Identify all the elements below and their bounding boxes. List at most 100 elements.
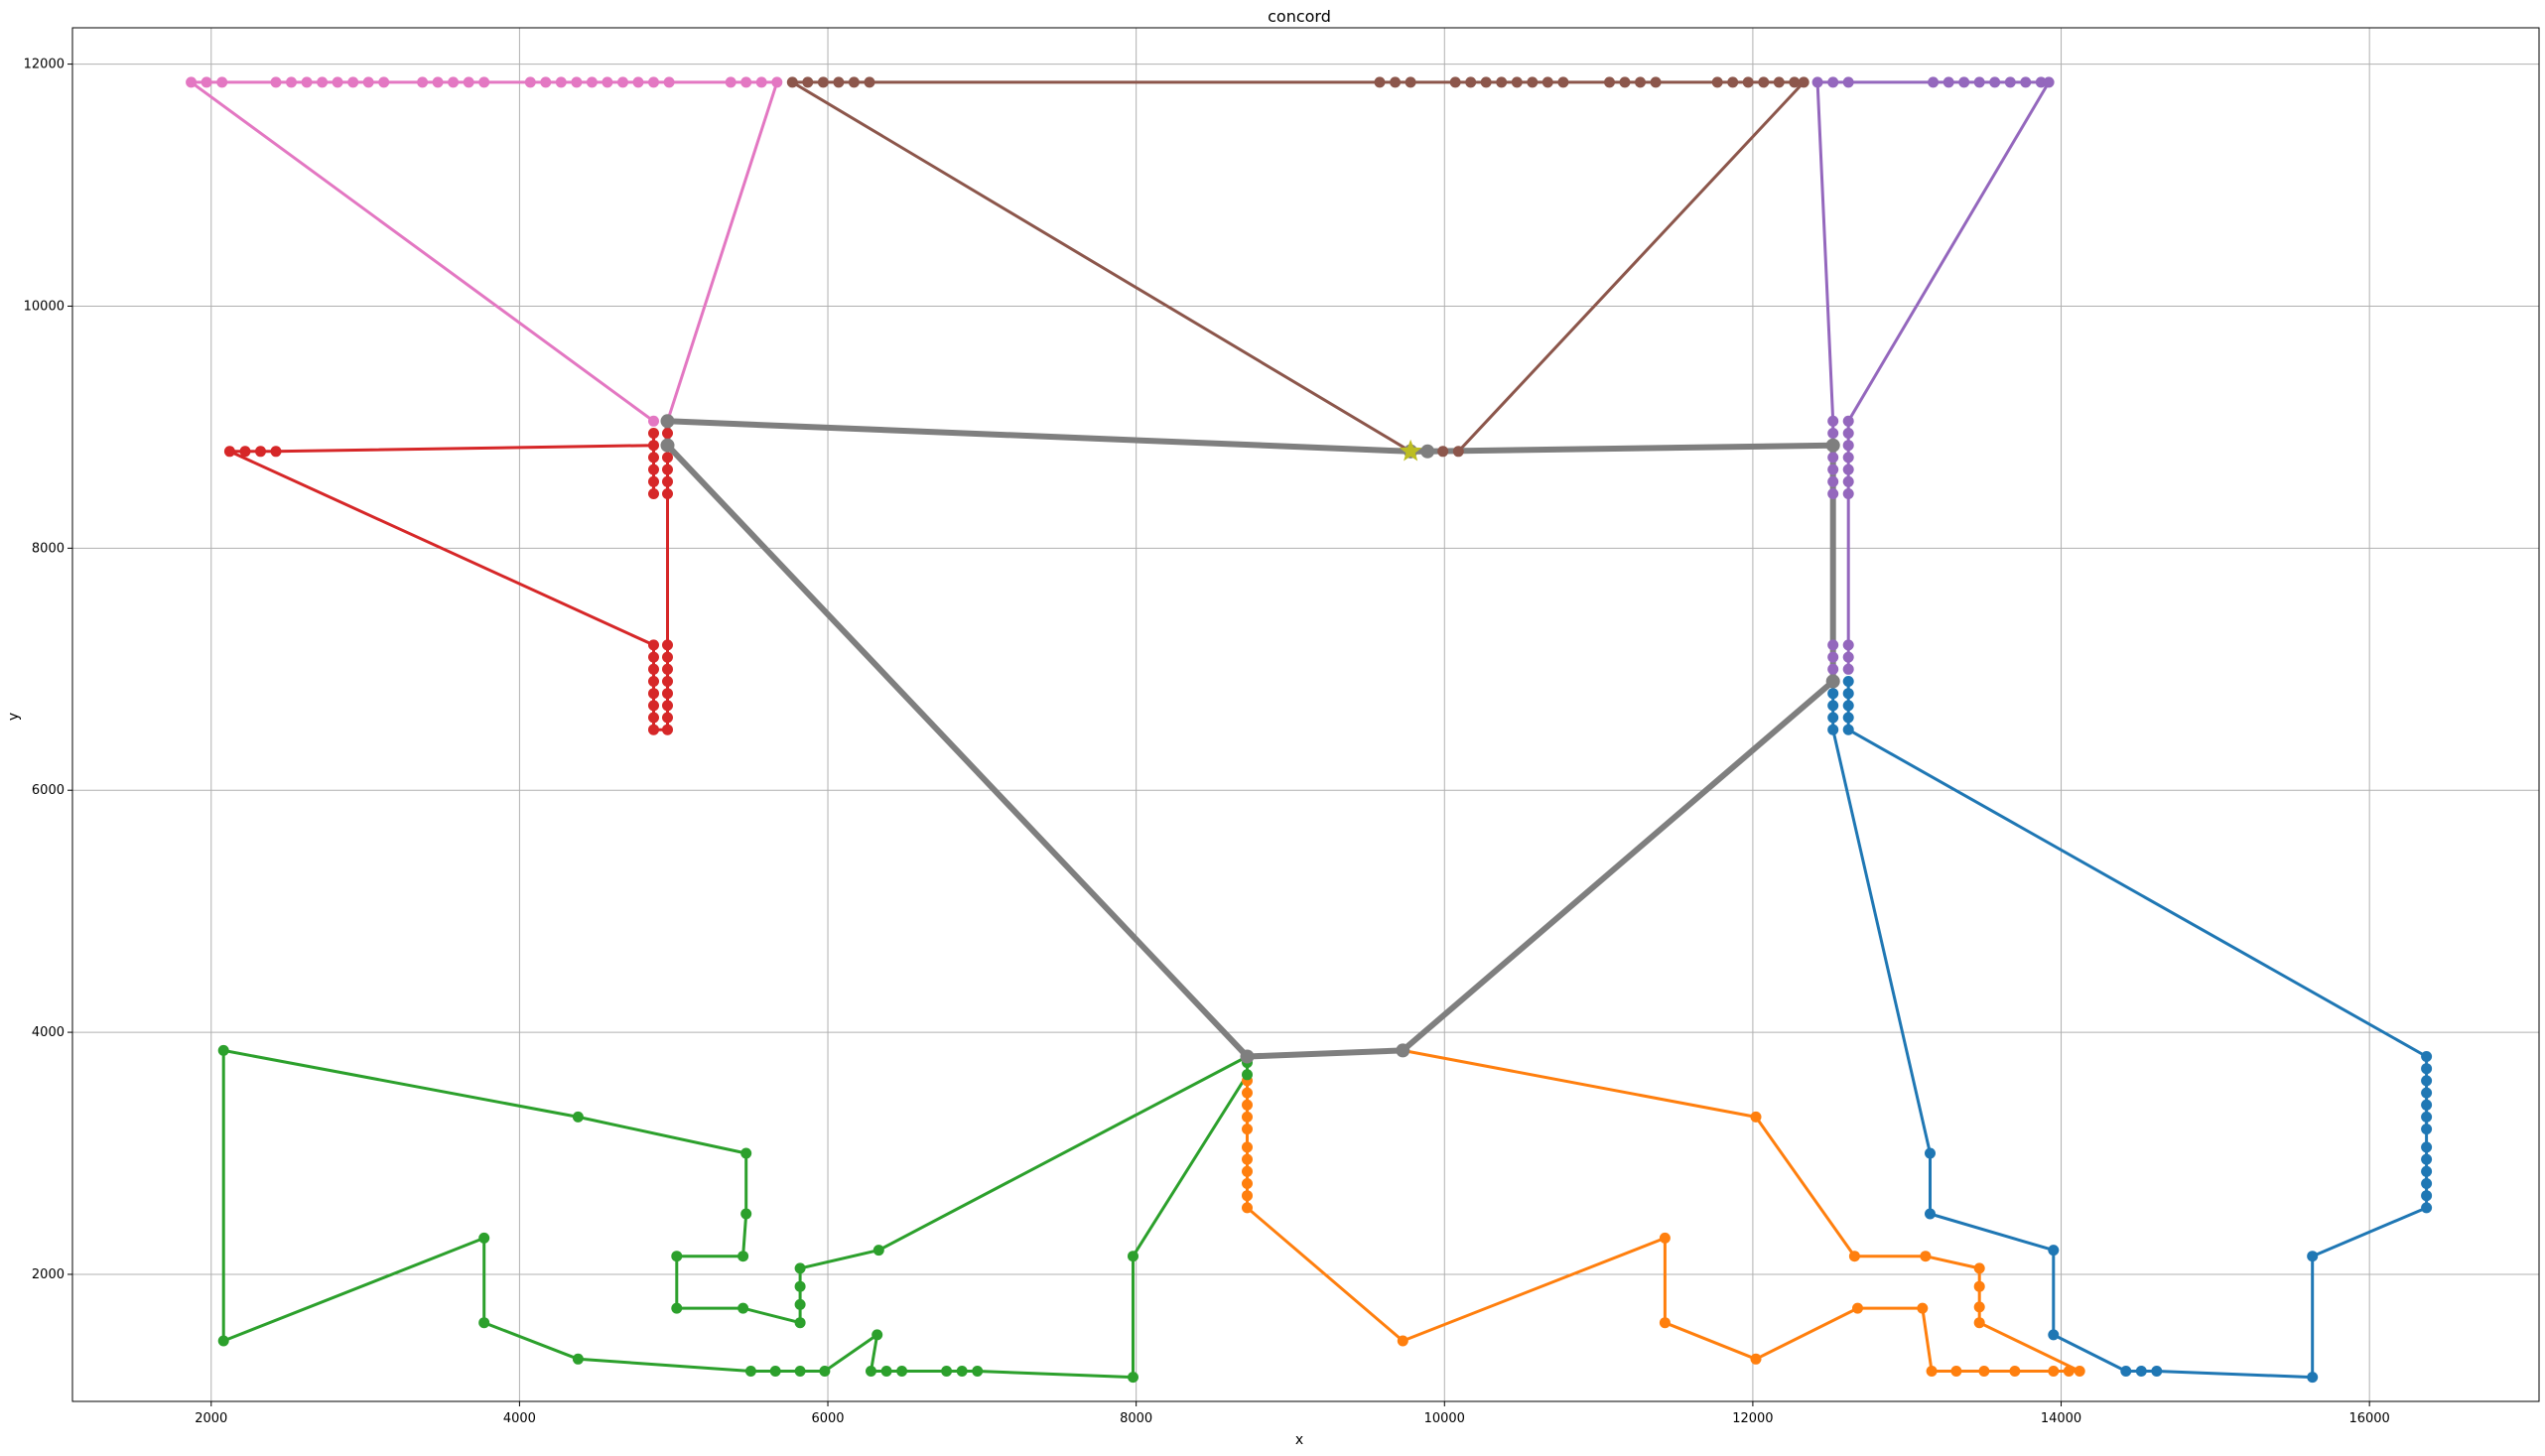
route-point bbox=[817, 76, 829, 88]
route-line bbox=[1815, 80, 2051, 670]
route-point bbox=[217, 1044, 229, 1056]
route-point bbox=[648, 452, 659, 463]
route-point bbox=[956, 1366, 968, 1377]
route-point bbox=[270, 76, 282, 88]
route-point bbox=[941, 1366, 953, 1377]
route-point bbox=[769, 1366, 781, 1377]
route-line bbox=[227, 432, 669, 731]
route-point bbox=[2020, 76, 2032, 88]
route-point bbox=[1242, 1111, 1253, 1123]
route-point bbox=[2048, 1329, 2060, 1341]
route-point bbox=[2307, 1251, 2319, 1262]
route-point bbox=[2048, 1245, 2060, 1257]
route-point bbox=[1926, 1366, 1938, 1377]
route-point bbox=[648, 76, 659, 88]
x-axis-label: x bbox=[1295, 1432, 1303, 1448]
route-point bbox=[1619, 76, 1631, 88]
route-point bbox=[2009, 1366, 2021, 1377]
route-line bbox=[1831, 681, 2429, 1380]
route-point bbox=[1128, 1372, 1139, 1384]
route-point bbox=[1827, 651, 1839, 663]
route-point bbox=[347, 76, 359, 88]
route-point bbox=[648, 488, 659, 499]
route-point bbox=[362, 76, 374, 88]
route-point bbox=[1827, 700, 1839, 712]
route-point bbox=[1842, 712, 1854, 724]
x-tick-label: 14000 bbox=[2041, 1411, 2081, 1426]
y-tick-label: 8000 bbox=[32, 541, 65, 556]
route-point bbox=[794, 1262, 806, 1274]
route-point bbox=[1827, 712, 1839, 724]
route-point bbox=[1842, 475, 1854, 487]
route-point bbox=[1827, 475, 1839, 487]
route-point bbox=[1374, 76, 1386, 88]
route-point bbox=[648, 463, 659, 475]
y-axis-label: y bbox=[6, 713, 22, 721]
route-point bbox=[1842, 463, 1854, 475]
route-point bbox=[648, 663, 659, 675]
route-point bbox=[1798, 76, 1809, 88]
route-point bbox=[771, 76, 783, 88]
route-point bbox=[1827, 76, 1839, 88]
route-point bbox=[662, 663, 673, 675]
route-point bbox=[524, 76, 536, 88]
grid bbox=[72, 28, 2539, 1401]
route-point bbox=[740, 1208, 752, 1220]
route-point bbox=[2307, 1372, 2319, 1384]
route-point bbox=[2421, 1063, 2433, 1075]
route-point bbox=[1527, 76, 1539, 88]
route-point bbox=[586, 76, 598, 88]
route-point bbox=[2421, 1141, 2433, 1153]
route-point bbox=[2421, 1153, 2433, 1165]
route-point bbox=[1827, 639, 1839, 651]
route-point bbox=[217, 1335, 229, 1347]
x-tick-label: 10000 bbox=[1424, 1411, 1465, 1426]
route-point bbox=[1480, 76, 1492, 88]
route-point bbox=[1973, 1301, 1985, 1313]
route-point bbox=[725, 76, 737, 88]
route-point bbox=[1390, 76, 1402, 88]
route-point bbox=[740, 1147, 752, 1159]
y-tick-label: 12000 bbox=[24, 58, 65, 72]
x-ticks: 2000 4000 6000 8000 10000 12000 14000 16000 bbox=[195, 1401, 2390, 1426]
route-point bbox=[1842, 688, 1854, 700]
route-point bbox=[1449, 76, 1461, 88]
route-point bbox=[2120, 1366, 2132, 1377]
route-point bbox=[1557, 76, 1569, 88]
route-point bbox=[1827, 415, 1839, 427]
route-point bbox=[572, 1353, 584, 1365]
route-point bbox=[1925, 1208, 1936, 1220]
route-point bbox=[2421, 1124, 2433, 1135]
route-point bbox=[1842, 488, 1854, 499]
trunk-route-point bbox=[660, 414, 675, 429]
route-point bbox=[740, 76, 752, 88]
x-tick-label: 4000 bbox=[503, 1411, 536, 1426]
route-point bbox=[223, 446, 235, 458]
route-point bbox=[794, 1280, 806, 1292]
route-point bbox=[301, 76, 313, 88]
route-point bbox=[2004, 76, 2016, 88]
y-tick-label: 10000 bbox=[24, 299, 65, 314]
route-point bbox=[2043, 76, 2055, 88]
series-lines bbox=[190, 80, 2429, 1380]
route-point bbox=[255, 446, 266, 458]
route-point bbox=[972, 1366, 984, 1377]
route-point bbox=[2421, 1202, 2433, 1214]
route-point bbox=[1659, 1232, 1671, 1244]
route-point bbox=[1928, 76, 1940, 88]
route-point bbox=[1973, 1317, 1985, 1329]
route-point bbox=[663, 76, 675, 88]
route-point bbox=[1650, 76, 1662, 88]
route-point bbox=[896, 1366, 908, 1377]
route-point bbox=[833, 76, 845, 88]
route-point bbox=[417, 76, 429, 88]
route-point bbox=[662, 452, 673, 463]
route-point bbox=[1405, 76, 1416, 88]
route-point bbox=[671, 1302, 683, 1314]
route-point bbox=[1842, 415, 1854, 427]
route-point bbox=[478, 1317, 490, 1329]
route-point bbox=[1242, 1124, 1253, 1135]
route-point bbox=[1978, 1366, 1990, 1377]
route-point bbox=[632, 76, 644, 88]
route-line bbox=[790, 80, 1806, 454]
